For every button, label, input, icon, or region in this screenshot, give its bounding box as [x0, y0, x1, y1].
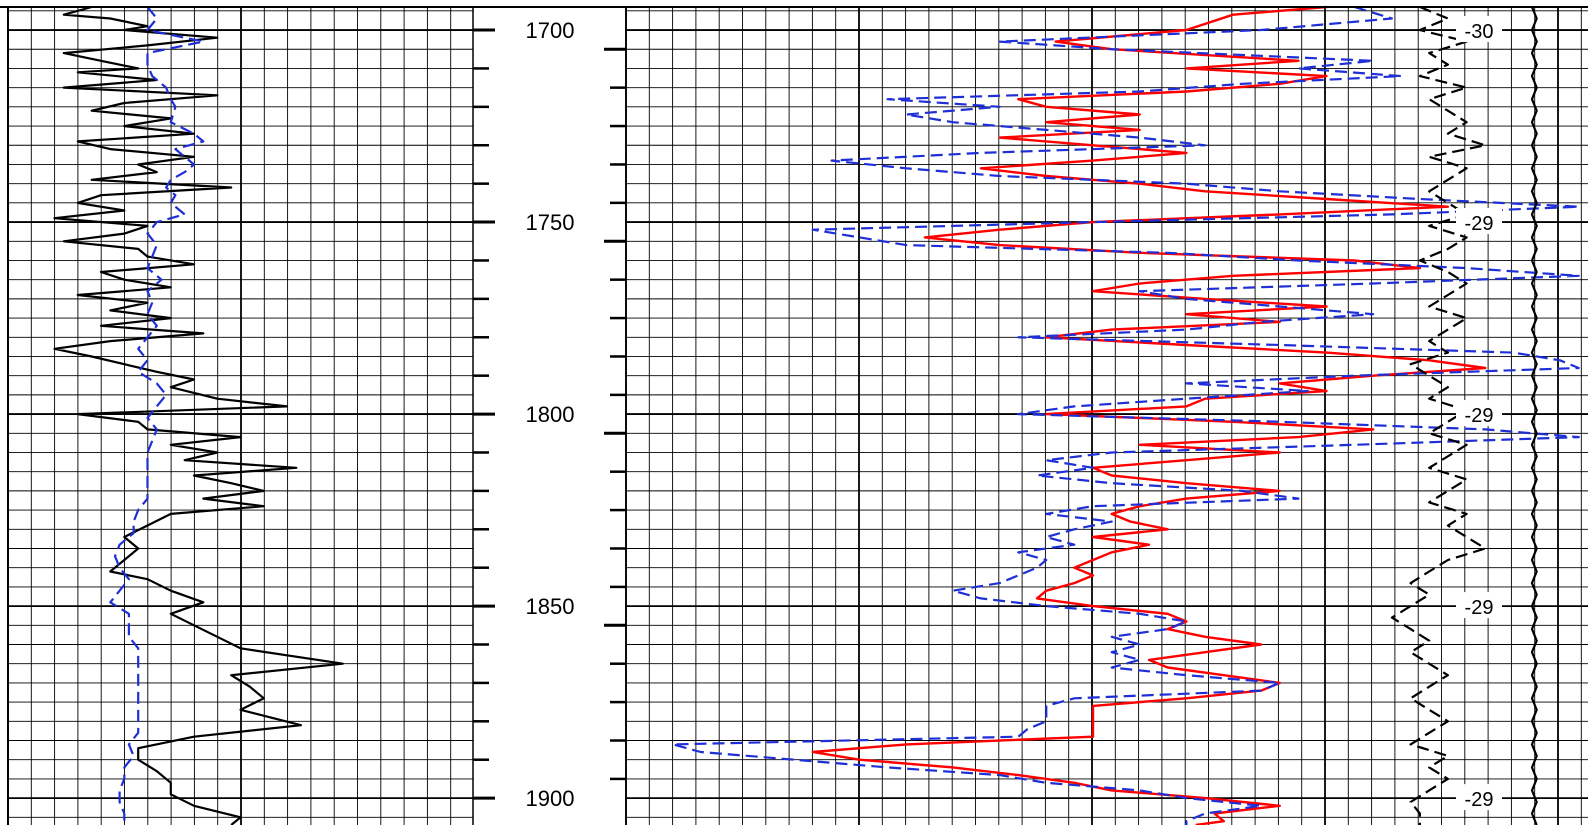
- depth-label-1750: 1750: [526, 210, 575, 235]
- left-track-series-blue-dashed: [109, 6, 205, 825]
- depth-label-1800: 1800: [526, 402, 575, 427]
- depth-label-1700: 1700: [526, 18, 575, 43]
- scale-label: -29: [1465, 405, 1494, 427]
- right-track-series-blue-dashed: [671, 5, 1580, 825]
- left-track-series: [53, 5, 344, 825]
- right-track-series-black-solid: [1530, 6, 1538, 825]
- depth-label-1850: 1850: [526, 594, 575, 619]
- scale-label: -29: [1465, 213, 1494, 235]
- scale-label-bg: [1456, 592, 1502, 619]
- scale-label-bg: [1456, 784, 1502, 811]
- depth-track: 1700 1750 1800 1850 1900: [472, 7, 627, 825]
- left-track-series-black-solid: [53, 5, 344, 825]
- scale-label: -29: [1465, 789, 1494, 811]
- scale-label-bg: [1456, 208, 1502, 235]
- right-scale-labels: -30 -29 -29 -29 -29: [1456, 16, 1502, 811]
- scale-label-bg: [1456, 400, 1502, 427]
- left-track-grid: [7, 7, 473, 825]
- right-track-series-red-solid: [811, 5, 1487, 825]
- depth-label-1900: 1900: [526, 786, 575, 811]
- scale-label: -29: [1465, 597, 1494, 619]
- scale-label: -30: [1465, 21, 1494, 43]
- scale-label-bg: [1456, 16, 1502, 43]
